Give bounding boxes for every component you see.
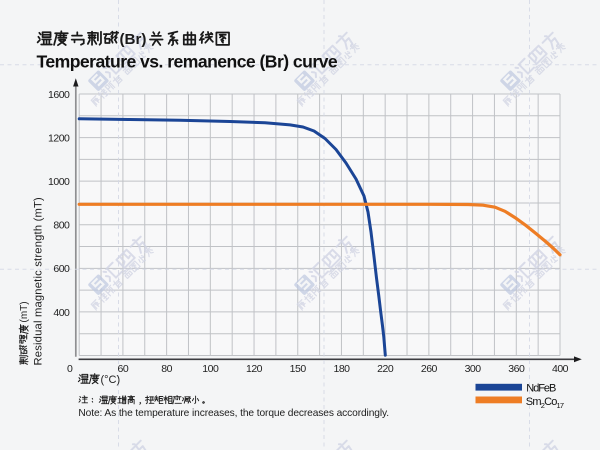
svg-text:1000: 1000 bbox=[48, 176, 70, 188]
svg-text:100: 100 bbox=[202, 363, 219, 375]
svg-text:(Br): (Br) bbox=[120, 31, 147, 48]
svg-text:60: 60 bbox=[118, 363, 129, 375]
svg-text:800: 800 bbox=[53, 220, 70, 232]
svg-text:1200: 1200 bbox=[48, 133, 70, 145]
svg-text:260: 260 bbox=[421, 363, 438, 375]
svg-text:120: 120 bbox=[246, 363, 263, 375]
svg-text:1600: 1600 bbox=[48, 89, 70, 101]
svg-text:80: 80 bbox=[161, 363, 172, 375]
svg-text:400: 400 bbox=[552, 363, 569, 375]
svg-text:180: 180 bbox=[333, 363, 350, 375]
svg-text:Residual magnetic strength (mT: Residual magnetic strength (mT) bbox=[33, 197, 45, 366]
svg-text:Sm2Co17: Sm2Co17 bbox=[526, 396, 564, 410]
svg-text:220: 220 bbox=[377, 363, 394, 375]
svg-text:0: 0 bbox=[67, 363, 73, 375]
svg-text:Temperature vs. remanence (Br): Temperature vs. remanence (Br) curve bbox=[37, 52, 338, 72]
svg-text:(°C): (°C) bbox=[101, 374, 121, 386]
svg-text:Note: As the temperature incre: Note: As the temperature increases, the … bbox=[78, 408, 389, 419]
svg-text:300: 300 bbox=[465, 363, 482, 375]
svg-text:400: 400 bbox=[53, 307, 70, 319]
svg-text:360: 360 bbox=[508, 363, 525, 375]
svg-text:150: 150 bbox=[290, 363, 307, 375]
svg-text:NdFeB: NdFeB bbox=[526, 383, 556, 395]
svg-text:(mT): (mT) bbox=[19, 301, 30, 322]
svg-text:600: 600 bbox=[53, 263, 70, 275]
